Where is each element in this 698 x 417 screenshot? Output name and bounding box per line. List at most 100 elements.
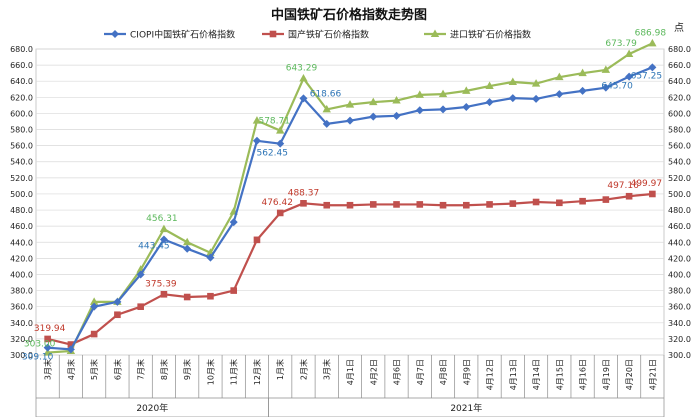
data-label: 657.25 (631, 71, 663, 81)
data-label: 645.70 (601, 82, 633, 92)
y-tick-label-right: 580.0 (668, 126, 691, 135)
marker-triangle (159, 224, 169, 233)
x-tick-label: 5月末 (89, 359, 99, 380)
legend-label: 国产铁矿石价格指数 (288, 29, 369, 41)
marker-diamond (369, 112, 378, 121)
y-tick-label-right: 300.0 (668, 351, 691, 360)
marker-triangle (415, 90, 424, 98)
y-tick-label-right: 440.0 (668, 238, 691, 247)
x-tick-label: 4月19日 (602, 359, 611, 390)
marker-diamond (392, 111, 401, 120)
y-tick-label-left: 300.0 (10, 351, 33, 360)
y-tick-label-right: 640.0 (668, 77, 691, 86)
marker-diamond (485, 98, 494, 107)
marker-diamond (578, 86, 587, 95)
x-tick-label: 4月21日 (648, 359, 657, 390)
x-tick-label: 12月末 (252, 359, 262, 385)
marker-triangle (392, 96, 401, 104)
marker-diamond (462, 102, 471, 111)
marker-square (416, 201, 424, 208)
x-tick-label: 4月14日 (532, 359, 541, 390)
y-tick-label-left: 380.0 (10, 287, 33, 296)
data-label: 578.71 (258, 117, 290, 127)
marker-square (276, 209, 284, 217)
marker-triangle (276, 126, 285, 134)
marker-square (300, 200, 307, 207)
data-label: 303.00 (24, 340, 56, 350)
marker-square (346, 201, 354, 209)
data-label: 443.45 (138, 241, 170, 251)
y-tick-label-left: 500.0 (10, 190, 33, 199)
y-tick-label-left: 560.0 (10, 142, 33, 151)
marker-diamond (159, 235, 168, 244)
marker-square (393, 201, 400, 208)
marker-square (439, 201, 447, 209)
marker-square (486, 201, 493, 208)
marker-triangle (462, 86, 471, 94)
data-label: 476.42 (261, 198, 293, 208)
marker-diamond (183, 244, 192, 253)
marker-square (114, 311, 121, 319)
y-tick-label-left: 340.0 (10, 319, 33, 328)
x-tick-label: 11月末 (229, 359, 239, 385)
data-label: 499.97 (631, 179, 663, 189)
data-label: 456.31 (146, 214, 178, 224)
marker-square (649, 190, 656, 198)
marker-diamond (206, 253, 215, 262)
marker-square (323, 201, 331, 209)
marker-square (207, 292, 214, 300)
marker-diamond (439, 105, 448, 114)
data-label: 488.37 (288, 188, 320, 198)
marker-square (67, 341, 75, 348)
data-label: 686.98 (635, 28, 667, 38)
right-axis-unit: 点 (674, 22, 684, 34)
y-tick-label-left: 580.0 (10, 126, 33, 135)
marker-diamond (625, 72, 634, 81)
chart-title: 中国铁矿石价格指数走势图 (271, 7, 427, 23)
marker-diamond (601, 83, 610, 92)
y-tick-label-left: 440.0 (10, 238, 33, 247)
y-tick-label-left: 680.0 (10, 45, 33, 54)
marker-square (44, 335, 51, 343)
y-tick-label-left: 360.0 (10, 303, 33, 312)
x-tick-label: 4月20日 (625, 359, 634, 390)
marker-square (625, 192, 633, 200)
axes: 300.0 300.0 320.0 320.0 340.0 340.0 360.0 360.0… (10, 45, 691, 417)
x-tick-label: 2月末 (298, 359, 308, 380)
marker-triangle (508, 77, 518, 86)
gridlines (35, 48, 665, 356)
marker-square (556, 199, 563, 207)
y-tick-label-right: 320.0 (668, 335, 691, 344)
marker-square (137, 303, 144, 310)
marker-diamond (229, 218, 238, 227)
x-tick-label: 6月末 (112, 359, 122, 380)
y-tick-label-left: 600.0 (10, 109, 33, 118)
series-0 (43, 63, 657, 354)
y-tick-label-right: 480.0 (668, 206, 691, 215)
series-1 (44, 190, 656, 348)
marker-square (269, 30, 277, 38)
y-tick-label-right: 460.0 (668, 222, 691, 231)
x-tick-label: 4月7日 (416, 359, 425, 385)
marker-diamond (43, 343, 52, 352)
marker-square (160, 290, 168, 298)
series-layer (43, 38, 657, 356)
marker-square (532, 198, 540, 206)
marker-diamond (252, 136, 261, 145)
y-tick-label-left: 620.0 (10, 93, 33, 102)
data-label: 618.66 (310, 89, 342, 99)
y-tick-label-left: 520.0 (10, 174, 33, 183)
y-tick-label-right: 680.0 (668, 45, 691, 54)
y-tick-label-right: 380.0 (668, 287, 691, 296)
marker-square (183, 293, 191, 301)
marker-diamond (555, 90, 564, 99)
y-tick-label-right: 660.0 (668, 61, 691, 70)
marker-triangle (345, 100, 355, 108)
marker-triangle (182, 237, 192, 246)
x-tick-label: 7月末 (136, 359, 146, 380)
marker-square (602, 196, 610, 203)
marker-triangle (601, 65, 611, 73)
x-tick-label: 4月1日 (346, 359, 355, 385)
x-tick-label: 3月末 (322, 359, 332, 380)
x-tick-label: 3月末 (43, 359, 53, 380)
